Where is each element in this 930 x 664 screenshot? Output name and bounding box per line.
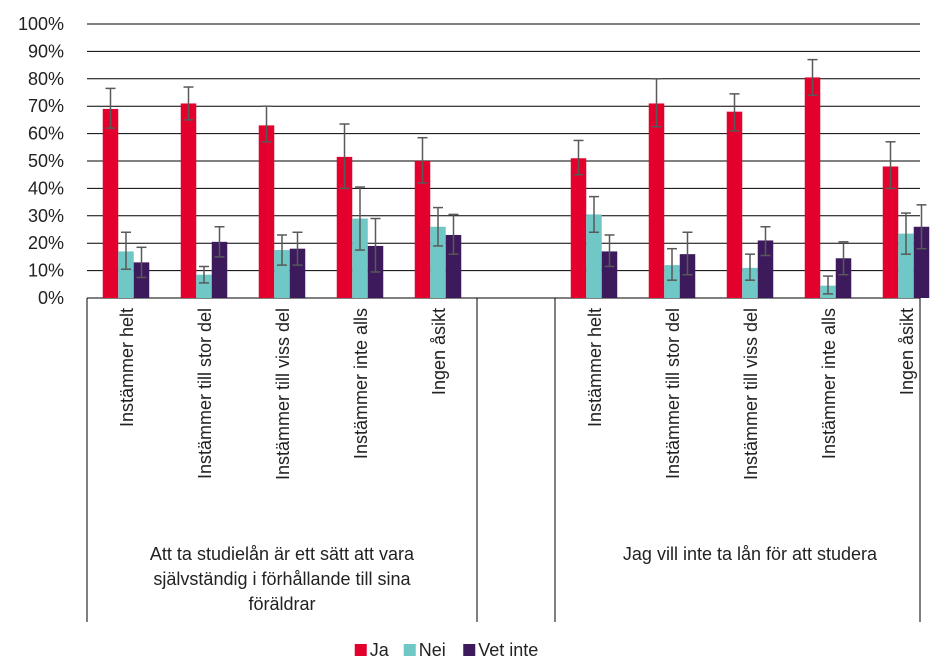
bar-vet-inte: [835, 258, 852, 298]
category-axis: Instämmer helt Instämmer till stor del Ins…: [86, 298, 921, 622]
bar-vet-inte: [289, 248, 306, 298]
y-tick-label: 10%: [28, 261, 64, 281]
bar-ja: [258, 125, 275, 298]
bar-ja: [648, 103, 665, 299]
legend: Ja Nei Vet inte: [354, 640, 538, 660]
bar-nei: [430, 226, 446, 298]
y-tick-label: 50%: [28, 151, 64, 171]
category-label: Instämmer helt: [117, 308, 137, 427]
y-tick-label: 80%: [28, 69, 64, 89]
bar-nei: [898, 233, 914, 298]
bar-vet-inte: [679, 254, 696, 298]
bar-vet-inte: [601, 251, 618, 298]
category-label: Ingen åsikt: [429, 308, 449, 395]
bar-nei: [274, 250, 290, 298]
y-tick-label: 60%: [28, 124, 64, 144]
bar-nei: [196, 274, 212, 298]
bar-nei: [586, 214, 602, 298]
group-label: Jag vill inte ta lån för att studera: [623, 544, 878, 564]
legend-swatch: [354, 644, 367, 656]
bar-ja: [804, 77, 821, 299]
y-tick-label: 30%: [28, 206, 64, 226]
y-tick-label: 100%: [18, 14, 64, 34]
bars: [102, 77, 930, 299]
bar-ja: [180, 103, 197, 299]
y-tick-label: 20%: [28, 233, 64, 253]
legend-swatch: [463, 644, 476, 656]
category-label: Instämmer inte alls: [351, 308, 371, 459]
group-label: självständig i förhållande till sina: [153, 569, 411, 589]
category-label: Instämmer till viss del: [741, 308, 761, 480]
bar-ja: [414, 161, 431, 298]
bar-vet-inte: [211, 241, 228, 298]
bar-nei: [664, 265, 680, 298]
category-label: Instämmer helt: [585, 308, 605, 427]
category-label: Instämmer till viss del: [273, 308, 293, 480]
y-tick-label: 70%: [28, 96, 64, 116]
y-axis-tick-labels: 0% 10% 20% 30% 40% 50% 60% 70% 80% 90% 100%: [18, 14, 64, 308]
bar-ja: [102, 108, 119, 298]
legend-swatch: [403, 644, 416, 656]
bar-ja: [726, 111, 743, 299]
bar-ja: [882, 166, 899, 298]
legend-entry: Ja: [370, 640, 390, 660]
y-tick-label: 0%: [38, 288, 64, 308]
category-label: Instämmer inte alls: [819, 308, 839, 459]
bar-vet-inte: [913, 226, 930, 298]
bar-nei: [742, 267, 758, 298]
legend-entry: Vet inte: [478, 640, 538, 660]
category-label: Instämmer till stor del: [195, 308, 215, 479]
group-label: Att ta studielån är ett sätt att vara: [150, 544, 415, 564]
y-tick-label: 40%: [28, 178, 64, 198]
bar-nei: [352, 218, 368, 298]
bar-ja: [336, 156, 353, 298]
category-label: Ingen åsikt: [897, 308, 917, 395]
bar-ja: [570, 158, 587, 298]
group-label: föräldrar: [248, 594, 315, 614]
bar-nei: [118, 251, 134, 298]
y-tick-label: 90%: [28, 41, 64, 61]
error-bars: [105, 58, 927, 295]
legend-entry: Nei: [419, 640, 446, 660]
bar-vet-inte: [445, 234, 462, 298]
category-label: Instämmer till stor del: [663, 308, 683, 479]
bar-vet-inte: [133, 262, 150, 298]
